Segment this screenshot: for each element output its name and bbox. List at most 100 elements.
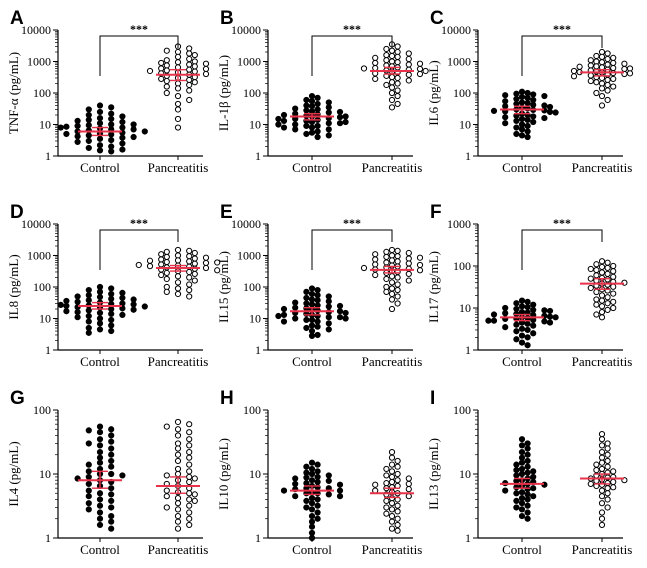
- data-point-control: [518, 303, 526, 310]
- data-point-control: [518, 339, 526, 346]
- data-point-control: [336, 108, 344, 116]
- data-point-control: [130, 126, 137, 133]
- data-point-pancreatitis: [186, 468, 193, 475]
- data-point-pancreatitis: [191, 255, 198, 262]
- y-tick-label: 1: [45, 531, 51, 545]
- data-point-pancreatitis: [158, 271, 165, 279]
- data-point-pancreatitis: [593, 79, 600, 86]
- data-point-control: [513, 490, 520, 497]
- panel-letter-b: B: [220, 8, 234, 29]
- data-point-pancreatitis: [598, 515, 606, 522]
- data-point-pancreatitis: [388, 96, 396, 104]
- y-tick-label: 1: [255, 149, 261, 163]
- panel-letter-g: G: [10, 388, 25, 409]
- data-point-control: [325, 109, 332, 116]
- data-point-pancreatitis: [202, 70, 210, 78]
- data-point-control: [518, 99, 526, 106]
- data-point-control: [74, 117, 81, 125]
- data-point-pancreatitis: [394, 247, 401, 254]
- data-point-control: [108, 295, 115, 302]
- data-point-pancreatitis: [163, 258, 170, 266]
- data-point-control: [308, 523, 316, 530]
- data-point-control: [541, 114, 548, 122]
- y-tick-label: 1: [255, 531, 261, 545]
- data-point-pancreatitis: [202, 259, 210, 267]
- data-point-pancreatitis: [383, 465, 390, 473]
- data-point-control: [108, 327, 115, 335]
- data-point-pancreatitis: [593, 52, 600, 60]
- data-point-pancreatitis: [604, 504, 611, 511]
- data-point-pancreatitis: [388, 290, 396, 298]
- data-point-pancreatitis: [186, 442, 193, 449]
- data-point-control: [308, 465, 316, 473]
- data-point-pancreatitis: [394, 74, 401, 82]
- data-point-control: [74, 138, 81, 146]
- data-point-control: [524, 116, 531, 123]
- y-tick-label: 10: [459, 301, 471, 315]
- data-point-pancreatitis: [202, 254, 210, 261]
- data-point-control: [119, 124, 126, 131]
- data-point-control: [336, 120, 344, 127]
- data-point-pancreatitis: [610, 283, 617, 290]
- significance-bracket: [521, 229, 603, 270]
- data-point-pancreatitis: [191, 63, 198, 70]
- data-point-pancreatitis: [174, 451, 182, 458]
- data-point-pancreatitis: [191, 51, 198, 59]
- data-point-pancreatitis: [388, 104, 396, 111]
- data-point-control: [541, 318, 548, 325]
- data-point-control: [96, 102, 104, 109]
- data-point-pancreatitis: [416, 60, 424, 67]
- data-point-pancreatitis: [593, 63, 600, 70]
- y-tick-label: 10: [39, 467, 51, 481]
- data-point-pancreatitis: [610, 262, 617, 270]
- data-point-pancreatitis: [394, 477, 401, 484]
- data-point-pancreatitis: [163, 493, 170, 500]
- data-point-control: [308, 506, 316, 513]
- data-point-control: [85, 493, 92, 500]
- data-point-control: [96, 147, 104, 154]
- data-point-control: [96, 515, 104, 522]
- data-point-pancreatitis: [174, 495, 182, 502]
- data-point-pancreatitis: [146, 263, 154, 270]
- data-point-pancreatitis: [598, 500, 606, 507]
- data-point-control: [130, 306, 137, 313]
- data-point-pancreatitis: [394, 92, 401, 100]
- data-point-pancreatitis: [174, 85, 182, 92]
- data-point-pancreatitis: [174, 457, 182, 465]
- data-point-pancreatitis: [146, 67, 154, 75]
- data-point-pancreatitis: [174, 279, 182, 286]
- data-point-control: [541, 307, 548, 314]
- data-point-pancreatitis: [191, 68, 198, 75]
- data-point-control: [85, 106, 92, 113]
- data-point-control: [108, 115, 115, 123]
- data-point-pancreatitis: [593, 261, 600, 268]
- data-point-pancreatitis: [186, 293, 193, 300]
- data-point-pancreatitis: [394, 463, 401, 470]
- data-point-pancreatitis: [593, 311, 600, 318]
- data-point-pancreatitis: [186, 473, 193, 481]
- x-tick-label: Pancreatitis: [362, 542, 423, 557]
- data-point-control: [308, 470, 316, 478]
- data-point-control: [108, 525, 115, 532]
- data-point-pancreatitis: [388, 84, 396, 91]
- data-point-control: [280, 487, 288, 494]
- data-point-control: [314, 473, 321, 481]
- y-axis-title-h: IL10 (pg/mL): [216, 438, 231, 510]
- data-point-pancreatitis: [621, 60, 628, 67]
- data-point-pancreatitis: [394, 300, 401, 307]
- data-point-control: [308, 534, 316, 542]
- data-point-pancreatitis: [405, 249, 412, 257]
- data-point-control: [74, 314, 81, 321]
- y-axis-title-b: IL-1β (pg/mL): [216, 55, 231, 131]
- data-point-pancreatitis: [163, 472, 170, 479]
- data-point-pancreatitis: [191, 260, 198, 267]
- data-point-control: [292, 315, 299, 322]
- data-point-control: [325, 472, 332, 479]
- data-point-control: [108, 310, 115, 317]
- data-point-pancreatitis: [394, 258, 401, 265]
- data-point-control: [303, 316, 310, 324]
- data-point-control: [63, 308, 70, 315]
- data-point-control: [96, 521, 104, 529]
- data-point-pancreatitis: [388, 79, 396, 86]
- data-point-pancreatitis: [388, 500, 396, 507]
